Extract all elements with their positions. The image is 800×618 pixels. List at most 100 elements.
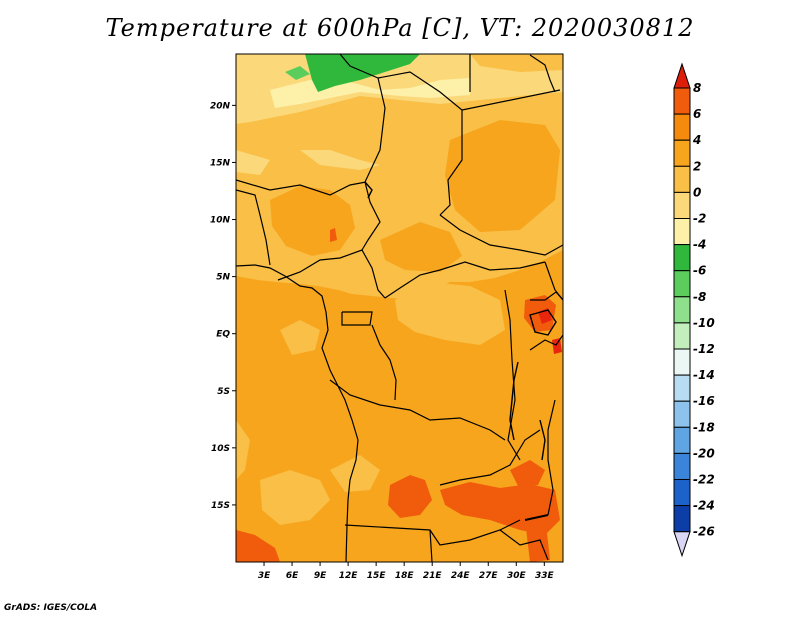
field-blob-angola-south xyxy=(330,455,380,492)
colorbar-segment xyxy=(673,270,691,298)
border-rwanda-tanzania xyxy=(529,334,563,351)
colorbar-label: -14 xyxy=(693,368,715,382)
coastline-indian-ocean xyxy=(547,399,556,516)
colorbar-segment xyxy=(673,505,691,533)
colorbar-segment xyxy=(673,139,691,167)
border-south-sudan xyxy=(439,214,563,256)
y-tick-label: 15S xyxy=(211,501,230,511)
border-niger-chad xyxy=(339,54,386,251)
x-tick-label: 18E xyxy=(395,571,415,581)
field-blob-ne xyxy=(470,54,563,72)
border-rio-muni xyxy=(341,311,373,326)
field-blob-hot-kenya xyxy=(552,338,562,354)
colorbar-label: -2 xyxy=(693,212,706,226)
axis-ticks: 3E 6E 9E 12E 15E 18E 21E 24E 27E 30E 33E 20N 15N 10N 5… xyxy=(210,101,555,581)
field-blob-gabon xyxy=(280,320,320,355)
colorbar-label: -26 xyxy=(693,525,715,539)
x-tick-label: 33E xyxy=(535,571,555,581)
x-tick-label: 12E xyxy=(339,571,359,581)
colorbar-label: 8 xyxy=(693,81,701,95)
x-tick-label: 27E xyxy=(479,571,499,581)
border-uganda-kenya xyxy=(530,291,563,301)
colorbar-top-arrow xyxy=(673,62,691,89)
border-car-south xyxy=(384,261,546,299)
lake-chad xyxy=(364,181,373,199)
x-tick-label: 3E xyxy=(258,571,271,581)
colorbar-label: -16 xyxy=(693,394,715,408)
x-tick-label: 24E xyxy=(451,571,471,581)
y-tick-label: EQ xyxy=(216,330,230,340)
coastline xyxy=(236,54,556,562)
y-tick-label: 5S xyxy=(217,387,230,397)
colorbar-label: -22 xyxy=(693,473,715,487)
x-tick-label: 6E xyxy=(286,571,299,581)
temperature-field xyxy=(236,54,563,562)
x-tick-label: 15E xyxy=(367,571,387,581)
border-zimbabwe xyxy=(499,529,549,561)
border-namibia-botswana xyxy=(429,529,433,562)
border-namibia-north xyxy=(344,519,521,546)
colorbar-segment xyxy=(673,165,691,193)
x-tick-label: 21E xyxy=(423,571,443,581)
colorbar-label: 2 xyxy=(693,159,701,173)
border-zambia-north xyxy=(439,429,541,486)
field-blob-warm-nigeria xyxy=(330,228,337,242)
colorbar-label: -10 xyxy=(693,316,715,330)
colorbar-label: 4 xyxy=(692,133,701,147)
colorbar-segment xyxy=(673,296,691,324)
colorbar-segment xyxy=(673,322,691,350)
credit-label: GrADS: IGES/COLA xyxy=(4,603,98,613)
lake-tanganyika xyxy=(509,361,519,441)
lake-malawi xyxy=(539,419,546,461)
colorbar-label: 0 xyxy=(693,185,701,199)
field-band-neg6-neg4 xyxy=(305,54,420,92)
colorbar-label: -24 xyxy=(693,499,715,513)
colorbar-segment xyxy=(673,113,691,141)
coastline-red-sea xyxy=(529,54,556,93)
colorbar-segment xyxy=(673,400,691,428)
field-blob-warm-malawi xyxy=(510,460,545,486)
y-tick-label: 5N xyxy=(216,273,230,283)
x-tick-label: 9E xyxy=(314,571,327,581)
y-tick-label: 10N xyxy=(210,216,231,226)
border-congo-drc xyxy=(371,324,397,401)
colorbar-segment xyxy=(673,479,691,507)
coastline-atlantic xyxy=(236,264,359,562)
border-chad-sudan xyxy=(377,71,463,216)
colorbar-label: -18 xyxy=(693,420,715,434)
field-blob-light-1 xyxy=(300,150,380,170)
lake-kariba xyxy=(524,514,549,521)
y-tick-label: 10S xyxy=(211,444,230,454)
colorbar-label: -8 xyxy=(693,290,706,304)
colorbar-label: 6 xyxy=(693,107,701,121)
border-benin-togo xyxy=(236,189,271,266)
colorbar-bottom-arrow xyxy=(673,531,691,558)
colorbar-label: -20 xyxy=(693,446,715,460)
field-blob-warm-sw xyxy=(236,530,280,562)
x-tick-label: 30E xyxy=(507,571,527,581)
field-blob-namibia-coast xyxy=(260,470,330,525)
colorbar-label: -12 xyxy=(693,342,715,356)
map-frame xyxy=(235,53,564,563)
field-blob-warm-zambia-west xyxy=(388,475,432,518)
colorbar-label: -6 xyxy=(693,264,706,278)
country-borders xyxy=(236,54,563,562)
lake-victoria xyxy=(529,309,557,336)
field-blob-green-small xyxy=(285,66,310,80)
colorbar-segment xyxy=(673,426,691,454)
y-tick-label: 20N xyxy=(210,101,231,111)
colorbar-segment xyxy=(673,191,691,219)
border-drc-angola xyxy=(329,379,506,441)
lakes xyxy=(364,181,557,521)
colorbar-segment xyxy=(673,218,691,246)
colorbar: 8 6 4 2 0 -2 -4 -6 -8 -10 -12 -14 -16 -18 -20 -22 -24 -26 xyxy=(673,62,715,558)
field-blob-central xyxy=(380,222,462,272)
field-blob-sudan xyxy=(445,120,560,232)
field-blob-atlantic-sw xyxy=(236,420,250,480)
border-nigeria-cameroon xyxy=(277,249,386,299)
field-blob-light-2 xyxy=(236,150,270,175)
field-blob-congo-basin xyxy=(395,282,505,345)
colorbar-label: -4 xyxy=(693,238,706,252)
colorbar-segment xyxy=(673,374,691,402)
